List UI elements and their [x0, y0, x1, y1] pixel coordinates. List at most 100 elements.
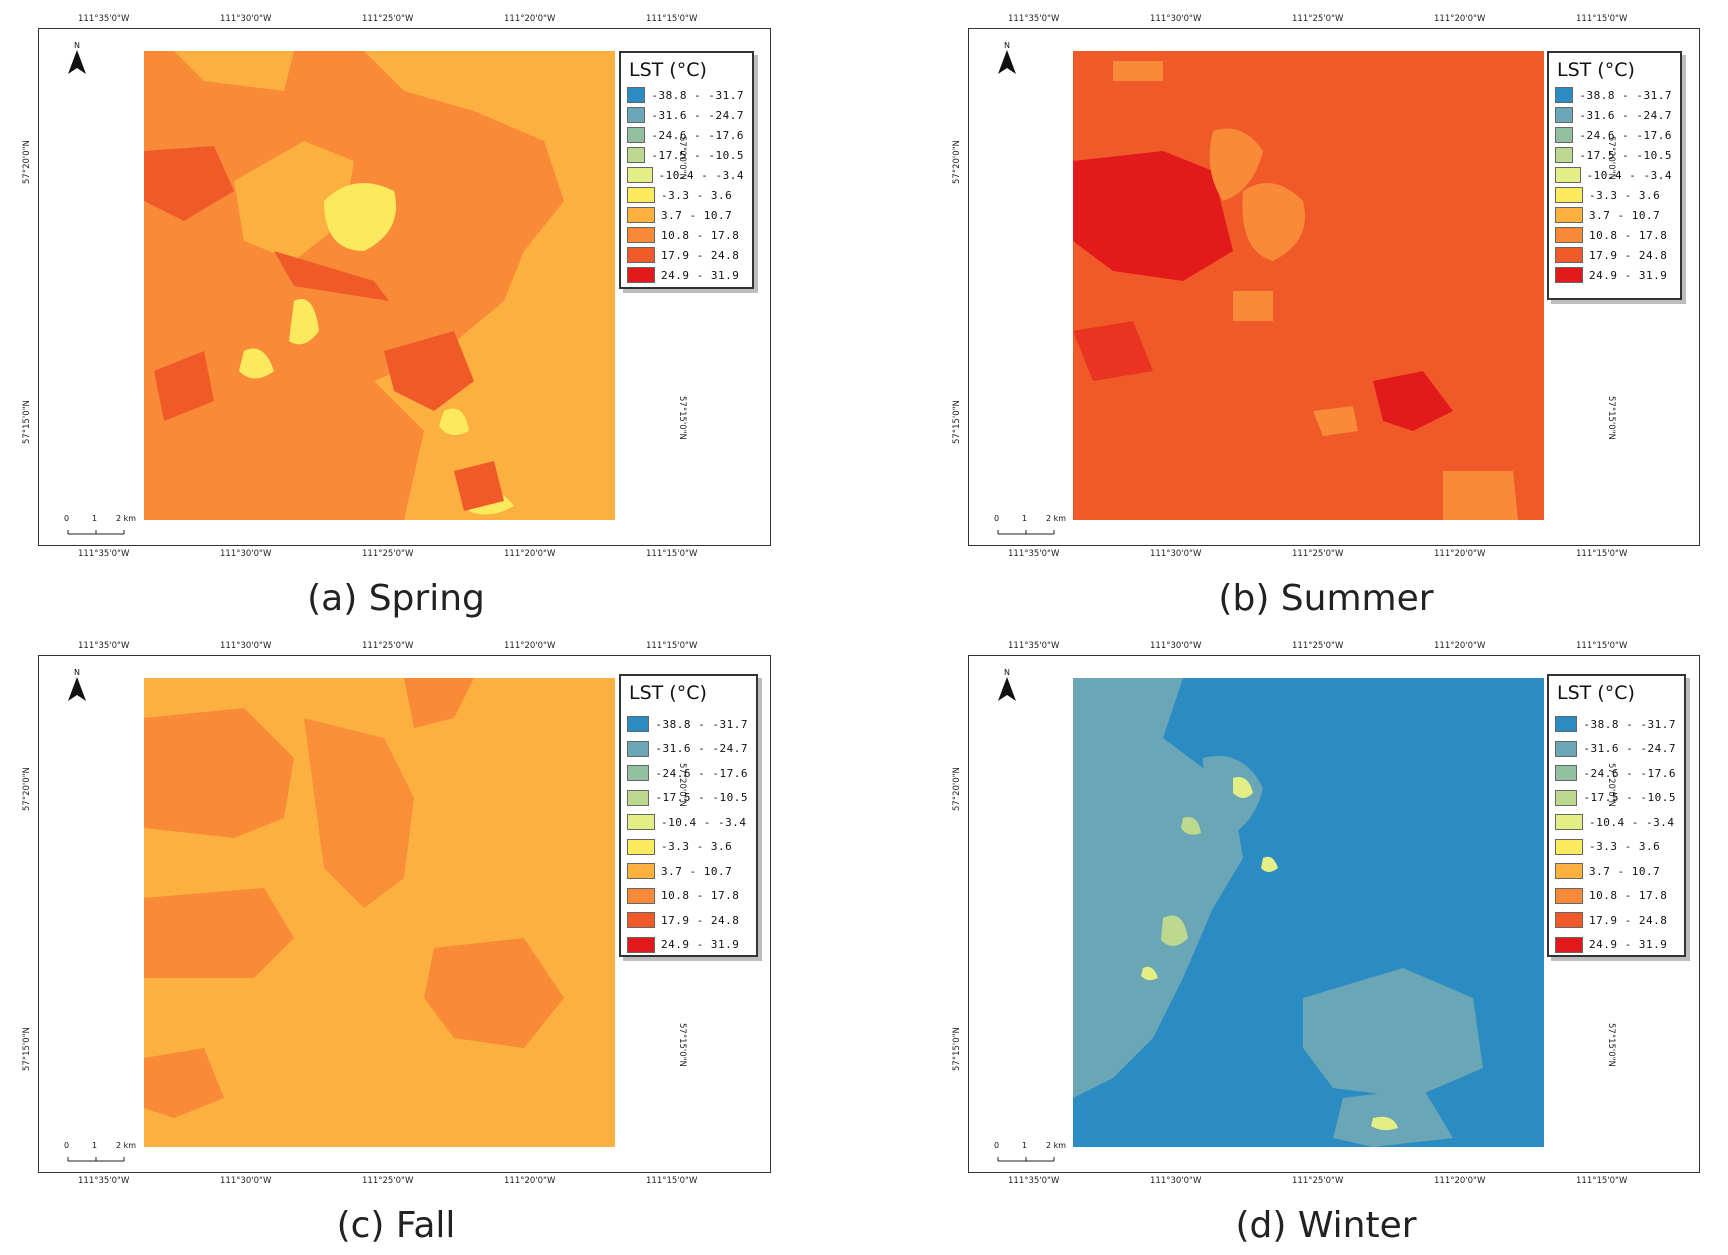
lat-tick-label-right: 57°15'0"N [1606, 1023, 1616, 1067]
north-label: N [1004, 668, 1010, 677]
legend-label: -10.4 - -3.4 [661, 815, 747, 829]
legend-label: -24.6 - -17.6 [1579, 128, 1672, 142]
legend-swatch [627, 87, 646, 103]
legend-label: -10.4 - -3.4 [1586, 168, 1672, 182]
lat-tick-label-left: 57°15'0"N [22, 400, 32, 444]
scale-bar: 0 1 2 km [64, 1139, 154, 1169]
legend-swatch [1555, 167, 1581, 183]
lon-tick-label-top: 111°35'0"W [78, 14, 130, 24]
legend-row: -38.8 - -31.7 [627, 85, 744, 105]
legend-swatch [1555, 87, 1574, 103]
legend-swatch [627, 187, 655, 203]
scale-label: 1 [1022, 1141, 1028, 1150]
legend-label: 17.9 - 24.8 [661, 913, 740, 927]
scale-label: 2 km [1046, 1141, 1067, 1150]
scale-bar: 0 1 2 km [64, 512, 154, 542]
legend-swatch [1555, 247, 1583, 263]
legend-row: -10.4 - -3.4 [627, 165, 744, 185]
legend-swatch [1555, 716, 1578, 733]
legend-label: -38.8 - -31.7 [1583, 717, 1676, 731]
legend-swatch [627, 247, 655, 263]
legend-label: 24.9 - 31.9 [1589, 938, 1668, 952]
legend-swatch [1555, 187, 1583, 203]
scale-label: 0 [994, 514, 1000, 523]
legend-label: -17.5 - -10.5 [655, 791, 748, 805]
legend-swatch [1555, 267, 1583, 283]
lst-raster-summer [1073, 51, 1544, 520]
lon-tick-label-top: 111°30'0"W [220, 14, 272, 24]
north-label: N [1004, 41, 1010, 50]
legend-row: 24.9 - 31.9 [1555, 265, 1672, 285]
legend-list: -38.8 - -31.7 -31.6 - -24.7 -24.6 - -17.6 -… [627, 708, 748, 957]
legend-swatch [1555, 147, 1574, 163]
lon-tick-label-bottom: 111°35'0"W [78, 1176, 130, 1186]
legend-label: -3.3 - 3.6 [1589, 188, 1661, 202]
legend-title: LST (°C) [1557, 682, 1635, 704]
legend-swatch [627, 716, 650, 733]
lon-tick-label-bottom: 111°30'0"W [220, 549, 272, 559]
lon-tick-label-top: 111°20'0"W [1434, 14, 1486, 24]
legend-swatch [1555, 814, 1583, 831]
scale-label: 2 km [116, 1141, 137, 1150]
legend-list: -38.8 - -31.7 -31.6 - -24.7 -24.6 - -17.6 -… [1555, 708, 1676, 957]
legend-row: -10.4 - -3.4 [627, 810, 748, 835]
lon-tick-label-top: 111°25'0"W [362, 14, 414, 24]
legend-label: 10.8 - 17.8 [1589, 228, 1668, 242]
lon-tick-label-bottom: 111°15'0"W [1576, 549, 1628, 559]
legend-label: -3.3 - 3.6 [1589, 840, 1661, 854]
lon-tick-label-bottom: 111°30'0"W [220, 1176, 272, 1186]
legend-row: -31.6 - -24.7 [1555, 105, 1672, 125]
legend-label: -3.3 - 3.6 [661, 840, 733, 854]
legend-swatch [627, 127, 646, 143]
legend-label: 3.7 - 10.7 [1589, 208, 1661, 222]
panel-caption: (a) Spring [307, 578, 485, 619]
legend-list: -38.8 - -31.7 -31.6 - -24.7 -24.6 - -17.6 -… [1555, 85, 1672, 285]
legend-row: -24.6 - -17.6 [1555, 761, 1676, 786]
lat-tick-label-left: 57°15'0"N [952, 400, 962, 444]
lat-tick-label-right: 57°20'0"N [1606, 136, 1616, 180]
legend-row: -38.8 - -31.7 [1555, 712, 1676, 737]
lon-tick-label-bottom: 111°15'0"W [646, 549, 698, 559]
lst-raster-spring [144, 51, 615, 520]
lon-tick-label-bottom: 111°25'0"W [1292, 1176, 1344, 1186]
legend-swatch [1555, 912, 1583, 929]
legend-swatch [1555, 127, 1574, 143]
lon-tick-label-bottom: 111°25'0"W [362, 549, 414, 559]
legend-label: 24.9 - 31.9 [1589, 268, 1668, 282]
lon-tick-label-bottom: 111°25'0"W [1292, 549, 1344, 559]
lon-tick-label-top: 111°35'0"W [78, 641, 130, 651]
lat-tick-label-left: 57°20'0"N [22, 767, 32, 811]
legend-row: -17.5 - -10.5 [1555, 786, 1676, 811]
scale-label: 1 [92, 514, 98, 523]
lon-tick-label-top: 111°25'0"W [1292, 641, 1344, 651]
legend-label: -31.6 - -24.7 [655, 742, 748, 756]
legend-swatch [627, 912, 655, 929]
lon-tick-label-bottom: 111°20'0"W [1434, 1176, 1486, 1186]
lat-tick-label-right: 57°20'0"N [677, 763, 687, 807]
legend-row: -38.8 - -31.7 [627, 712, 748, 737]
legend-swatch [1555, 887, 1583, 904]
panel-caption: (c) Fall [336, 1205, 456, 1246]
legend-swatch [627, 863, 655, 880]
legend-swatch [1555, 765, 1578, 782]
legend-swatch [627, 107, 646, 123]
legend-swatch [627, 936, 655, 953]
lat-tick-label-left: 57°20'0"N [22, 140, 32, 184]
legend-swatch [627, 838, 655, 855]
legend-row: -10.4 - -3.4 [1555, 165, 1672, 185]
legend-swatch [627, 267, 655, 283]
raster-svg [1073, 51, 1544, 520]
panel-caption: (d) Winter [1235, 1205, 1417, 1246]
panel-caption: (b) Summer [1218, 578, 1434, 619]
lat-tick-label-right: 57°20'0"N [1606, 763, 1616, 807]
legend-label: 10.8 - 17.8 [661, 889, 740, 903]
legend-swatch [1555, 789, 1578, 806]
legend-row: -3.3 - 3.6 [627, 185, 744, 205]
legend-label: 17.9 - 24.8 [661, 248, 740, 262]
legend-swatch [627, 167, 653, 183]
lon-tick-label-top: 111°25'0"W [1292, 14, 1344, 24]
lon-tick-label-top: 111°25'0"W [362, 641, 414, 651]
legend-title: LST (°C) [629, 59, 707, 81]
legend-label: -38.8 - -31.7 [655, 717, 748, 731]
legend-label: 3.7 - 10.7 [1589, 864, 1661, 878]
